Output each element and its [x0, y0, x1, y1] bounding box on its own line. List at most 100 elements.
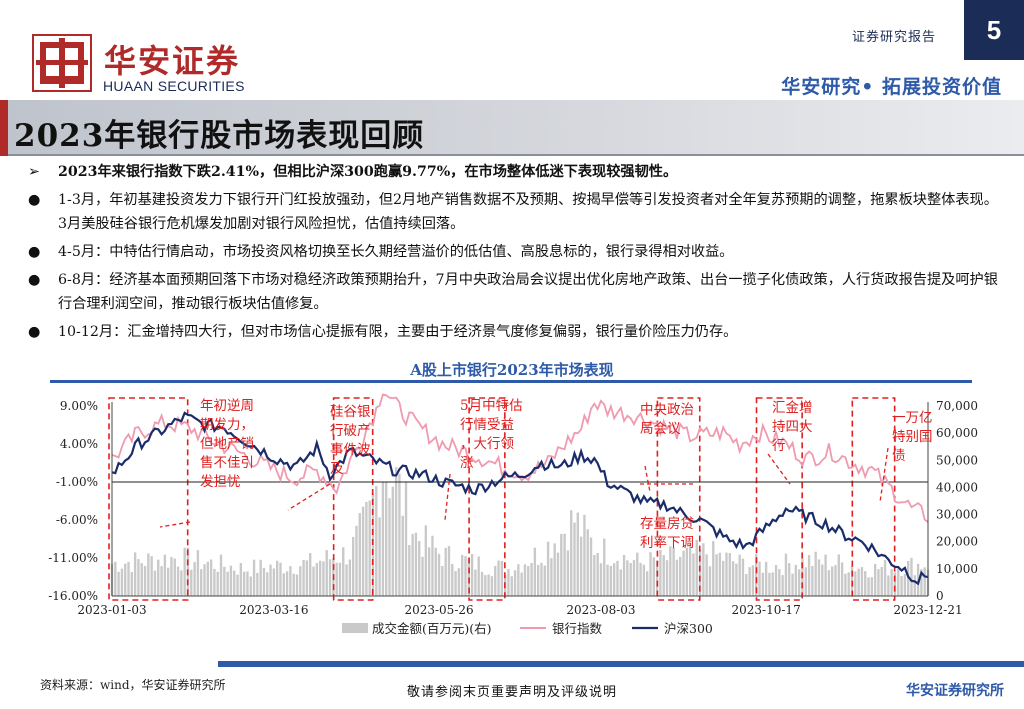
volume-bar: [133, 552, 137, 596]
data-source: 资料来源：wind，华安证券研究所: [40, 678, 226, 692]
volume-bar: [778, 569, 781, 596]
volume-bar: [342, 547, 345, 596]
volume-bar: [692, 553, 695, 596]
volume-bar: [130, 571, 134, 596]
volume-bar: [398, 473, 401, 596]
volume-bar: [659, 549, 662, 596]
volume-bar: [266, 572, 269, 596]
volume-bar: [906, 560, 910, 596]
volume-bar: [345, 564, 348, 596]
volume-bar: [596, 552, 599, 596]
volume-bar: [242, 571, 246, 596]
volume-bar: [870, 577, 874, 596]
volume-bar: [259, 559, 262, 596]
volume-bar: [655, 560, 659, 596]
volume-bar: [209, 559, 213, 596]
volume-bar: [867, 577, 870, 596]
volume-bar: [672, 547, 675, 596]
volume-bar: [768, 572, 771, 596]
volume-bar: [328, 559, 332, 596]
volume-bar: [477, 556, 480, 596]
volume-bar: [223, 566, 226, 596]
volume-bar: [285, 571, 289, 596]
left-axis-tick-label: -1.00%: [56, 475, 98, 489]
volume-bar: [570, 510, 573, 596]
volume-bar: [646, 571, 649, 596]
volume-bar: [153, 570, 157, 596]
volume-bar: [368, 500, 371, 596]
volume-bar: [807, 555, 811, 596]
volume-bar: [414, 532, 418, 596]
bullet-item: ● 10-12月：汇金增持四大行，但对市场信心提振有限，主要由于经济景气度修复偏…: [26, 320, 1006, 344]
volume-bar: [583, 514, 586, 596]
bullet-item: ➢ 2023年来银行指数下跌2.41%，但相比沪深300跑赢9.77%，在市场整…: [26, 160, 1006, 184]
volume-bar: [589, 537, 593, 596]
volume-bar: [520, 572, 523, 596]
x-axis-tick-label: 2023-05-26: [404, 603, 473, 617]
volume-bar: [507, 568, 510, 596]
volume-bar: [200, 569, 203, 596]
volume-bar: [698, 549, 702, 596]
volume-bar: [480, 571, 484, 596]
volume-bar: [282, 573, 285, 596]
dot-bullet-icon: ●: [28, 324, 41, 340]
volume-bar: [675, 559, 679, 596]
volume-bar: [176, 566, 180, 596]
volume-bar: [821, 564, 824, 596]
volume-bar: [791, 573, 794, 596]
right-axis-tick-label: 60,000: [936, 426, 978, 440]
volume-bar: [315, 563, 319, 596]
volume-bar: [437, 553, 441, 596]
title-banner: 2023年银行股市场表现回顾: [0, 100, 1024, 156]
highlight-period-box: [332, 397, 374, 601]
volume-bar: [712, 541, 715, 596]
volume-bar: [900, 576, 903, 596]
right-axis-tick-label: 50,000: [936, 453, 978, 467]
right-axis-tick-label: 40,000: [936, 480, 978, 494]
volume-bar: [662, 555, 665, 596]
volume-bar: [381, 481, 385, 596]
volume-bar: [269, 564, 272, 596]
volume-bar: [622, 554, 626, 596]
volume-bar: [755, 554, 758, 596]
volume-bar: [781, 575, 784, 596]
volume-bar: [517, 564, 520, 596]
volume-bar: [887, 575, 890, 596]
volume-bar: [751, 565, 755, 596]
chart-top-rule: [50, 380, 972, 383]
bullet-item: ● 1-3月，年初基建投资发力下银行开门红投放强劲，但2月地产销售数据不及预期、…: [26, 188, 1006, 236]
volume-bar: [669, 546, 672, 596]
volume-bar: [143, 566, 147, 596]
volume-bar: [447, 546, 451, 596]
annotation-label: 及: [330, 461, 344, 477]
right-axis-tick-label: 30,000: [936, 508, 978, 522]
volume-bar: [679, 556, 682, 596]
volume-bar: [718, 552, 722, 596]
volume-bar: [513, 570, 517, 596]
volume-bar: [566, 550, 570, 596]
volume-bar: [827, 570, 831, 596]
volume-bar: [474, 569, 477, 596]
volume-bar: [385, 482, 388, 596]
annotation-arrow: [444, 473, 451, 521]
volume-bar: [702, 543, 705, 596]
volume-bar: [612, 563, 616, 596]
volume-bar: [190, 569, 193, 596]
volume-bar: [573, 522, 576, 596]
volume-bar: [599, 563, 603, 596]
annotation-label: 事件波: [330, 442, 371, 458]
volume-bar: [840, 562, 844, 596]
legend-volume-swatch: [342, 623, 368, 633]
volume-bar: [309, 553, 312, 596]
volume-bar: [252, 559, 256, 596]
volume-bar: [741, 558, 745, 596]
volume-bar: [883, 559, 887, 596]
annotation-label: 一万亿: [892, 410, 933, 426]
volume-bar: [593, 555, 596, 596]
volume-bar: [418, 541, 421, 596]
volume-bar: [411, 533, 414, 596]
volume-bar: [913, 575, 916, 596]
volume-bar: [860, 567, 864, 596]
volume-bar: [626, 560, 629, 596]
volume-bar: [523, 564, 527, 596]
